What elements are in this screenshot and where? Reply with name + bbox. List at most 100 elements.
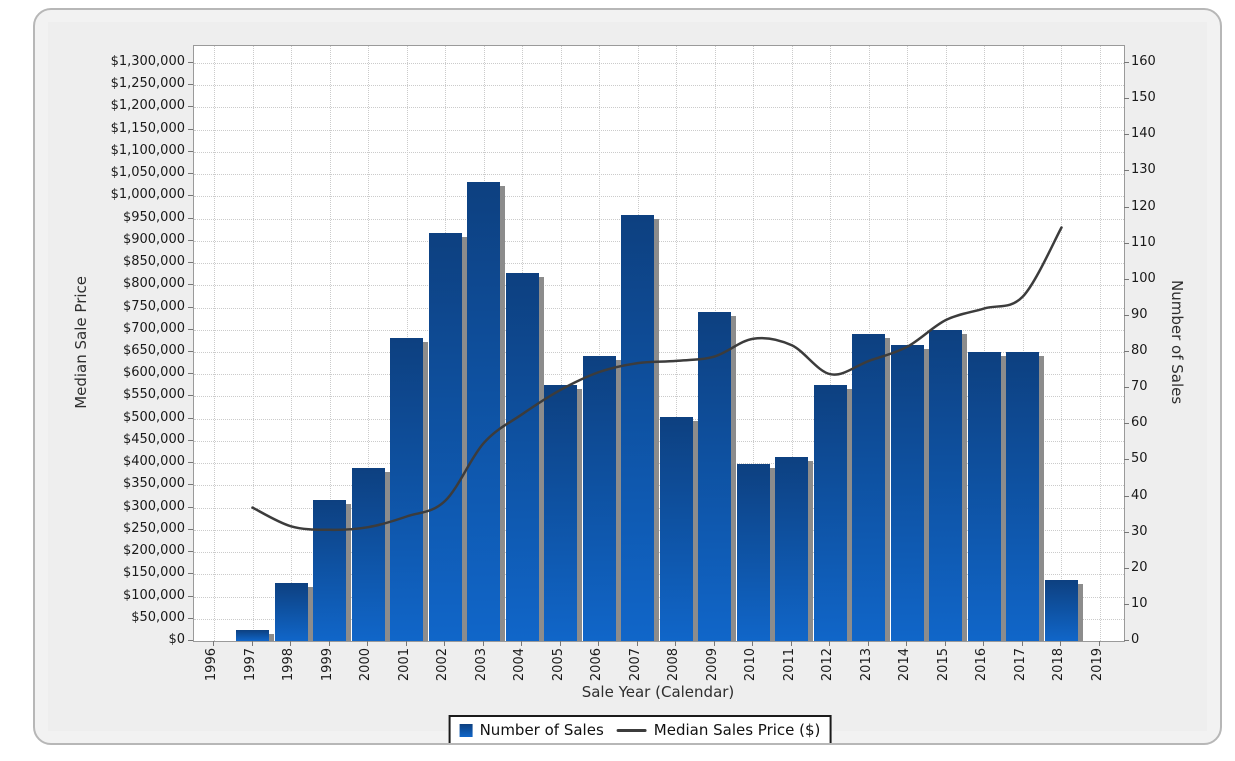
right-tick-label: 0 <box>1131 632 1140 647</box>
right-tick-label: 80 <box>1131 343 1148 358</box>
bar-2016 <box>967 352 1001 641</box>
bar-shadow <box>1000 356 1006 641</box>
v-gridline <box>214 46 215 641</box>
right-tick-mark <box>1124 603 1129 605</box>
h-gridline <box>194 129 1124 131</box>
bar-1997 <box>236 630 270 641</box>
left-tick-label: $600,000 <box>122 365 185 381</box>
right-tick-label: 20 <box>1131 559 1148 575</box>
left-tick-label: $850,000 <box>122 254 185 270</box>
x-tick-mark <box>944 641 946 646</box>
x-tick-mark <box>1060 641 1062 646</box>
h-gridline <box>194 107 1124 109</box>
left-tick-label: $800,000 <box>122 276 185 292</box>
x-tick-text: 2012 <box>820 648 836 682</box>
bar-2004 <box>505 272 539 641</box>
x-tick-mark <box>213 641 214 646</box>
bar-2000 <box>351 467 385 641</box>
x-tick-text: 2002 <box>435 648 451 682</box>
bar-shadow <box>1039 356 1045 641</box>
chart-surface: $0 $50,000 $100,000 $150,000 $200,000 $250,00… <box>48 22 1207 743</box>
x-tick-text: 2009 <box>704 648 720 682</box>
left-tick-label: $50,000 <box>131 609 185 625</box>
left-tick-label: $500,000 <box>122 409 185 425</box>
left-tick-mark <box>188 239 193 241</box>
left-tick-label: $1,200,000 <box>110 98 185 114</box>
left-tick-mark <box>188 640 193 641</box>
left-tick-label: $300,000 <box>122 498 185 514</box>
bar-shadow <box>384 471 390 641</box>
left-tick-mark <box>188 262 193 264</box>
left-tick-mark <box>188 306 193 308</box>
right-tick-mark <box>1124 640 1129 641</box>
legend: Number of Sales Median Sales Price ($) <box>448 715 832 743</box>
left-tick-label: $650,000 <box>122 343 185 358</box>
right-tick-label: 150 <box>1131 90 1156 106</box>
x-tick-text: 2010 <box>743 648 759 682</box>
v-gridline <box>560 46 562 641</box>
x-tick-text: 2018 <box>1051 648 1067 682</box>
x-tick-mark <box>1021 641 1023 646</box>
x-tick-label-2011: 2011 <box>782 648 797 685</box>
v-gridline <box>1100 46 1101 641</box>
h-gridline <box>194 151 1124 153</box>
x-tick-text: 2004 <box>512 648 528 682</box>
bar-1998 <box>274 583 308 641</box>
left-tick-label: $200,000 <box>122 543 185 559</box>
right-axis-title-text: Number of Sales <box>1168 279 1186 405</box>
x-tick-label-1999: 1999 <box>320 648 335 685</box>
x-tick-text: 1998 <box>281 648 297 682</box>
bar-2013 <box>852 333 886 641</box>
right-tick-mark <box>1124 351 1129 352</box>
x-tick-mark <box>444 641 446 646</box>
x-tick-label-2013: 2013 <box>859 648 874 685</box>
x-tick-label-2005: 2005 <box>551 648 566 685</box>
left-tick-mark <box>188 351 193 352</box>
x-tick-mark <box>482 641 484 646</box>
x-tick-text: 2015 <box>935 648 951 682</box>
v-gridline <box>599 46 601 641</box>
x-tick-mark <box>1099 641 1100 646</box>
right-tick-label: 30 <box>1131 523 1148 539</box>
v-gridline <box>252 46 254 641</box>
v-gridline <box>368 46 370 641</box>
bar-shadow <box>731 316 737 641</box>
left-tick-mark <box>188 106 193 108</box>
left-tick-label: $450,000 <box>122 431 185 447</box>
x-tick-mark <box>829 641 831 646</box>
right-tick-label: 130 <box>1131 162 1156 178</box>
right-tick-mark <box>1124 387 1129 389</box>
x-tick-text: 2017 <box>1012 648 1028 682</box>
right-tick-mark <box>1124 314 1129 316</box>
x-tick-mark <box>752 641 754 646</box>
bar-shadow <box>346 504 352 641</box>
x-tick-label-2015: 2015 <box>936 648 951 685</box>
left-tick-mark <box>188 417 193 419</box>
legend-line-label: Median Sales Price ($) <box>653 721 821 739</box>
left-tick-mark <box>188 462 193 464</box>
right-tick-label: 10 <box>1131 595 1148 611</box>
x-axis-title: Sale Year (Calendar) <box>581 683 735 701</box>
x-tick-text: 2008 <box>666 648 682 682</box>
bar-shadow <box>923 348 929 641</box>
x-tick-text: 2013 <box>858 648 874 682</box>
v-gridline <box>676 46 678 641</box>
left-tick-label: $1,000,000 <box>110 187 185 203</box>
bar-shadow <box>808 460 814 641</box>
x-tick-text: 1997 <box>242 648 258 682</box>
x-tick-text: 2016 <box>974 648 990 682</box>
left-tick-mark <box>188 439 193 441</box>
right-tick-label: 90 <box>1131 306 1148 322</box>
x-tick-mark <box>906 641 908 646</box>
x-tick-label-2006: 2006 <box>589 648 604 685</box>
median-price-path <box>251 226 1063 532</box>
left-tick-mark <box>188 84 193 86</box>
right-tick-mark <box>1124 98 1129 100</box>
left-tick-label: $0 <box>168 632 185 647</box>
x-tick-text: 2001 <box>396 648 412 682</box>
bar-2005 <box>544 384 578 641</box>
x-tick-mark <box>405 641 407 646</box>
left-tick-label: $1,050,000 <box>110 165 185 181</box>
bar-2003 <box>467 182 501 641</box>
bar-shadow <box>461 236 467 641</box>
